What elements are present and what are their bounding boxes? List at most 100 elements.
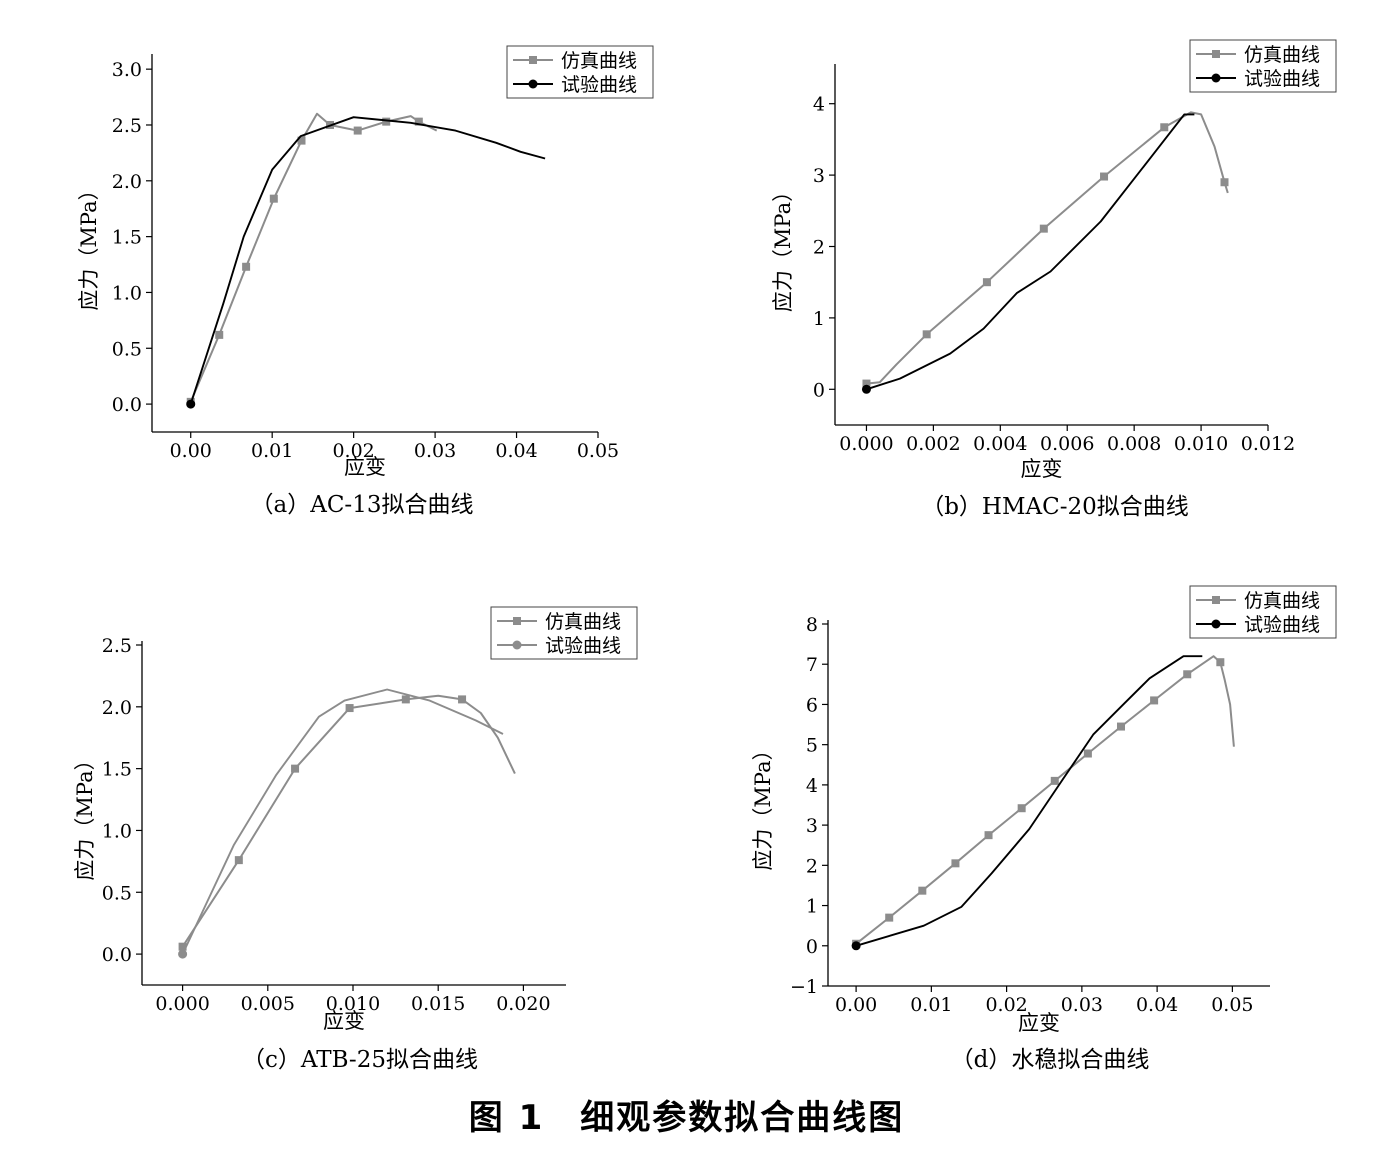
data-point bbox=[297, 136, 306, 145]
data-point bbox=[234, 856, 243, 865]
data-point bbox=[401, 695, 410, 704]
legend-box bbox=[1189, 39, 1337, 93]
series-line bbox=[189, 112, 438, 403]
y-tick-label: 2 bbox=[806, 855, 818, 877]
data-point bbox=[1039, 224, 1048, 233]
y-tick-label: 0.5 bbox=[102, 882, 132, 904]
x-tick-label: 0.04 bbox=[1136, 994, 1178, 1016]
x-tick-label: 0.015 bbox=[411, 993, 465, 1015]
series-simulation bbox=[862, 111, 1229, 388]
x-tick-label: 0.01 bbox=[910, 994, 952, 1016]
legend-label: 仿真曲线 bbox=[1244, 590, 1320, 612]
x-tick-label: 0.012 bbox=[1241, 433, 1295, 455]
series-simulation bbox=[178, 694, 516, 951]
x-tick-label: 0.000 bbox=[155, 993, 209, 1015]
data-point bbox=[1160, 123, 1169, 132]
data-point bbox=[951, 859, 960, 868]
y-tick-label: 3.0 bbox=[112, 59, 142, 81]
data-point bbox=[982, 278, 991, 287]
figure-title: 图 1 细观参数拟合曲线图 bbox=[468, 1098, 905, 1138]
data-point bbox=[922, 330, 931, 339]
x-tick-label: 0.00 bbox=[835, 994, 877, 1016]
legend-marker bbox=[529, 56, 537, 64]
legend-label: 仿真曲线 bbox=[1244, 44, 1320, 66]
series-simulation bbox=[186, 112, 438, 406]
legend-label: 仿真曲线 bbox=[561, 50, 637, 72]
x-tick-label: 0.008 bbox=[1107, 433, 1161, 455]
x-tick-label: 0.04 bbox=[495, 440, 537, 462]
data-point bbox=[269, 194, 278, 203]
x-tick-label: 0.03 bbox=[1061, 994, 1103, 1016]
y-tick-label: 1.0 bbox=[112, 282, 142, 304]
y-tick-label: 1.5 bbox=[112, 227, 142, 249]
data-point bbox=[885, 913, 894, 922]
y-tick-label: 2.0 bbox=[102, 697, 132, 719]
y-tick-label: 6 bbox=[806, 694, 818, 716]
data-point bbox=[215, 330, 224, 339]
data-point bbox=[1150, 696, 1159, 705]
x-tick-label: 0.005 bbox=[241, 993, 295, 1015]
y-axis-label: 应力（MPa） bbox=[771, 181, 795, 312]
data-point bbox=[242, 262, 251, 271]
y-tick-label: 1 bbox=[806, 896, 818, 918]
data-point bbox=[862, 379, 871, 388]
x-tick-label: 0.002 bbox=[906, 433, 960, 455]
panel-caption: （d）水稳拟合曲线 bbox=[951, 1047, 1150, 1073]
x-tick-label: 0.00 bbox=[170, 440, 212, 462]
x-tick-label: 0.05 bbox=[577, 440, 619, 462]
data-point bbox=[353, 126, 362, 135]
x-tick-label: 0.02 bbox=[332, 440, 374, 462]
panel-caption: （a）AC-13拟合曲线 bbox=[251, 492, 474, 518]
x-tick-label: 0.02 bbox=[985, 994, 1027, 1016]
x-tick-label: 0.004 bbox=[973, 433, 1027, 455]
series-experiment bbox=[178, 688, 504, 959]
x-tick-label: 0.05 bbox=[1211, 994, 1253, 1016]
data-point bbox=[1220, 178, 1229, 187]
data-point bbox=[861, 384, 871, 394]
legend-box bbox=[506, 45, 654, 99]
chart-d: 0.00 0.01 0.02 0.03 0.04 0.05 −1 0 1 2 3 4 5 6 7 8 应变 应力（… bbox=[751, 585, 1337, 1073]
x-axis-label: 应变 bbox=[323, 1009, 365, 1033]
legend-marker bbox=[1211, 73, 1221, 83]
legend-label: 试验曲线 bbox=[1244, 614, 1320, 636]
y-tick-label: 1 bbox=[813, 308, 825, 330]
x-axis-label: 应变 bbox=[344, 455, 386, 479]
series-line bbox=[181, 688, 504, 955]
y-tick-label: 2.5 bbox=[102, 635, 132, 657]
data-point bbox=[178, 942, 187, 951]
legend-box bbox=[490, 606, 638, 660]
x-tick-label: 0.03 bbox=[414, 440, 456, 462]
legend-label: 仿真曲线 bbox=[545, 611, 621, 633]
y-tick-label: 0 bbox=[806, 936, 818, 958]
legend-label: 试验曲线 bbox=[1244, 68, 1320, 90]
y-tick-label: 2.0 bbox=[112, 171, 142, 193]
legend-label: 试验曲线 bbox=[545, 635, 621, 657]
y-tick-label: 4 bbox=[806, 775, 818, 797]
data-point bbox=[1083, 749, 1092, 758]
y-tick-label: 1.5 bbox=[102, 759, 132, 781]
series-experiment bbox=[861, 113, 1195, 394]
series-line bbox=[866, 113, 1195, 391]
series-line bbox=[855, 655, 1235, 945]
x-tick-label: 0.020 bbox=[496, 993, 550, 1015]
data-point bbox=[984, 831, 993, 840]
y-tick-label: 3 bbox=[813, 165, 825, 187]
y-axis-label: 应力（MPa） bbox=[77, 179, 101, 310]
y-tick-label: 8 bbox=[806, 614, 818, 636]
x-tick-label: 0.01 bbox=[251, 440, 293, 462]
chart-b: 0.000 0.002 0.004 0.006 0.008 0.010 0.012 0 1 2 3 4… bbox=[771, 39, 1337, 520]
data-point bbox=[186, 399, 196, 409]
data-point bbox=[1216, 658, 1225, 667]
data-point bbox=[1100, 172, 1109, 181]
y-axis-label: 应力（MPa） bbox=[73, 749, 97, 880]
legend-marker bbox=[1211, 619, 1221, 629]
data-point bbox=[178, 949, 188, 959]
series-line bbox=[866, 111, 1229, 385]
y-tick-label: 2.5 bbox=[112, 115, 142, 137]
x-tick-label: 0.006 bbox=[1040, 433, 1094, 455]
legend-label: 试验曲线 bbox=[561, 74, 637, 96]
